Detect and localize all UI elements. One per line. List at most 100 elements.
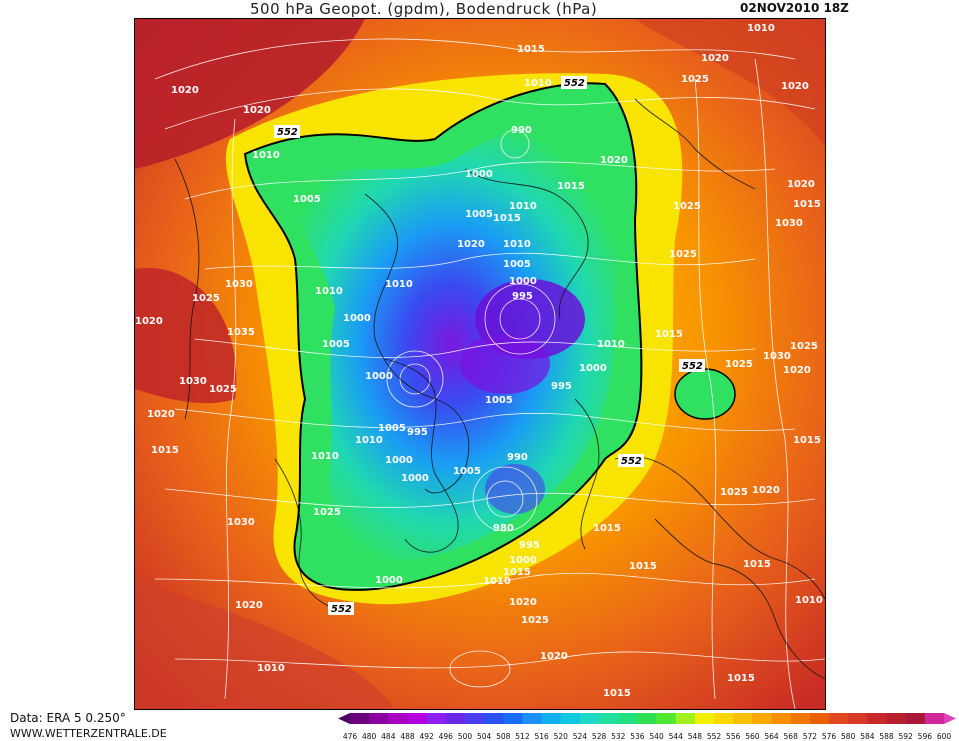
contour-label-bg [274,125,300,138]
scale-cell [867,713,887,724]
pressure-label: 1010 [795,595,823,606]
scale-cell [752,713,772,724]
pressure-label: 1025 [790,341,818,352]
scale-cell [618,713,638,724]
coastline [654,518,825,680]
pressure-label: 1015 [793,435,821,446]
pressure-label: 1015 [503,567,531,578]
isobar [184,161,776,200]
scale-tick-label: 556 [726,732,741,741]
scale-tick-label: 512 [515,732,530,741]
pressure-label: 1020 [147,409,175,420]
isobar [449,650,511,688]
chart-header: 500 hPa Geopot. (gpdm), Bodendruck (hPa)… [0,0,959,18]
isobar [484,283,556,355]
pressure-label: 1030 [775,218,803,229]
scale-tick-label: 564 [764,732,779,741]
contour-552-labels: 552 552 552 552 552 [274,76,705,615]
isobar [164,488,816,508]
scale-tick-label: 596 [918,732,933,741]
isobar [194,338,756,358]
coastline [634,98,756,190]
low-geopotential-core [285,127,618,561]
isobar [472,466,538,532]
isobar [164,88,816,130]
color-scale: 476 480 484 488 492 496 500 504 508 512 516 520 524 5… [336,711,959,741]
pressure-label: 1005 [453,466,481,477]
chart-title: 500 hPa Geopot. (gpdm), Bodendruck (hPa) [250,0,598,18]
pressure-label: 1010 [503,239,531,250]
pressure-label: 1025 [725,359,753,370]
greenland-coast [384,358,459,553]
pressure-label: 1020 [509,597,537,608]
pressure-label: 1000 [509,276,537,287]
pressure-label: 995 [519,540,540,551]
coastlines [174,98,825,680]
pressure-label: 995 [512,291,533,302]
pressure-label: 1010 [597,339,625,350]
low-center-2 [460,334,550,394]
pressure-label: 1015 [743,559,771,570]
scale-tick-label: 544 [669,732,684,741]
scale-cell [388,713,408,724]
pressure-label: 1010 [483,576,511,587]
pressure-labels: 1010 1015 1020 1025 1020 1020 1020 1010 … [135,23,823,699]
pressure-label: 1010 [257,663,285,674]
scale-tick-label: 476 [343,732,358,741]
website-label: WWW.WETTERZENTRALE.DE [10,727,167,740]
pressure-label: 1025 [209,384,237,395]
scale-cell [484,713,504,724]
pressure-label: 1010 [509,201,537,212]
coastline [574,398,600,550]
scale-tick-label: 572 [803,732,818,741]
pressure-label: 1015 [793,199,821,210]
pressure-label: 980 [493,523,514,534]
pressure-label: 1000 [375,575,403,586]
scale-arrow-low [338,713,350,724]
scale-cell [579,713,600,724]
isobar [386,350,444,408]
scale-cell [790,713,811,724]
scale-tick-label: 484 [381,732,396,741]
pressure-label: 995 [407,427,428,438]
pressure-label: 1000 [509,555,537,566]
isobar [500,129,530,159]
pressure-label: 1035 [227,327,255,338]
contour-552-label: 552 [682,361,703,372]
scale-cell [522,713,542,724]
scale-tick-label: 500 [458,732,473,741]
data-source-label: Data: ERA 5 0.250° [10,711,126,725]
scale-cell [464,713,485,724]
isobar [486,480,524,518]
scale-tick-label: 524 [573,732,588,741]
pressure-label: 1020 [787,179,815,190]
pressure-label: 1015 [655,329,683,340]
scale-tick-label: 504 [477,732,492,741]
isobar [204,252,756,270]
scale-tick-label: 516 [534,732,549,741]
scale-cell [675,713,696,724]
scale-tick-label: 560 [745,732,760,741]
contour-552-label: 552 [564,78,585,89]
scale-cell [829,713,849,724]
isobar [224,118,237,700]
scale-tick-label: 532 [611,732,626,741]
pressure-label: 995 [551,381,572,392]
isobar-lines [154,38,825,709]
scale-cell [541,713,562,724]
pressure-label: 1000 [579,363,607,374]
scale-cell [407,713,427,724]
scale-cell [426,713,447,724]
pressure-label: 1000 [401,473,429,484]
pressure-label: 1020 [235,600,263,611]
footer-credits: Data: ERA 5 0.250° WWW.WETTERZENTRALE.DE [10,711,167,741]
pressure-label: 1015 [557,181,585,192]
weather-map: 552 552 552 552 552 1010 1015 1020 1025 … [134,18,826,710]
pressure-label: 1020 [243,105,271,116]
pressure-label: 1030 [763,351,791,362]
pressure-label: 1010 [315,286,343,297]
pressure-label: 1010 [252,150,280,161]
scale-cell [350,713,370,724]
pressure-label: 1010 [355,435,383,446]
pressure-label: 1015 [593,523,621,534]
